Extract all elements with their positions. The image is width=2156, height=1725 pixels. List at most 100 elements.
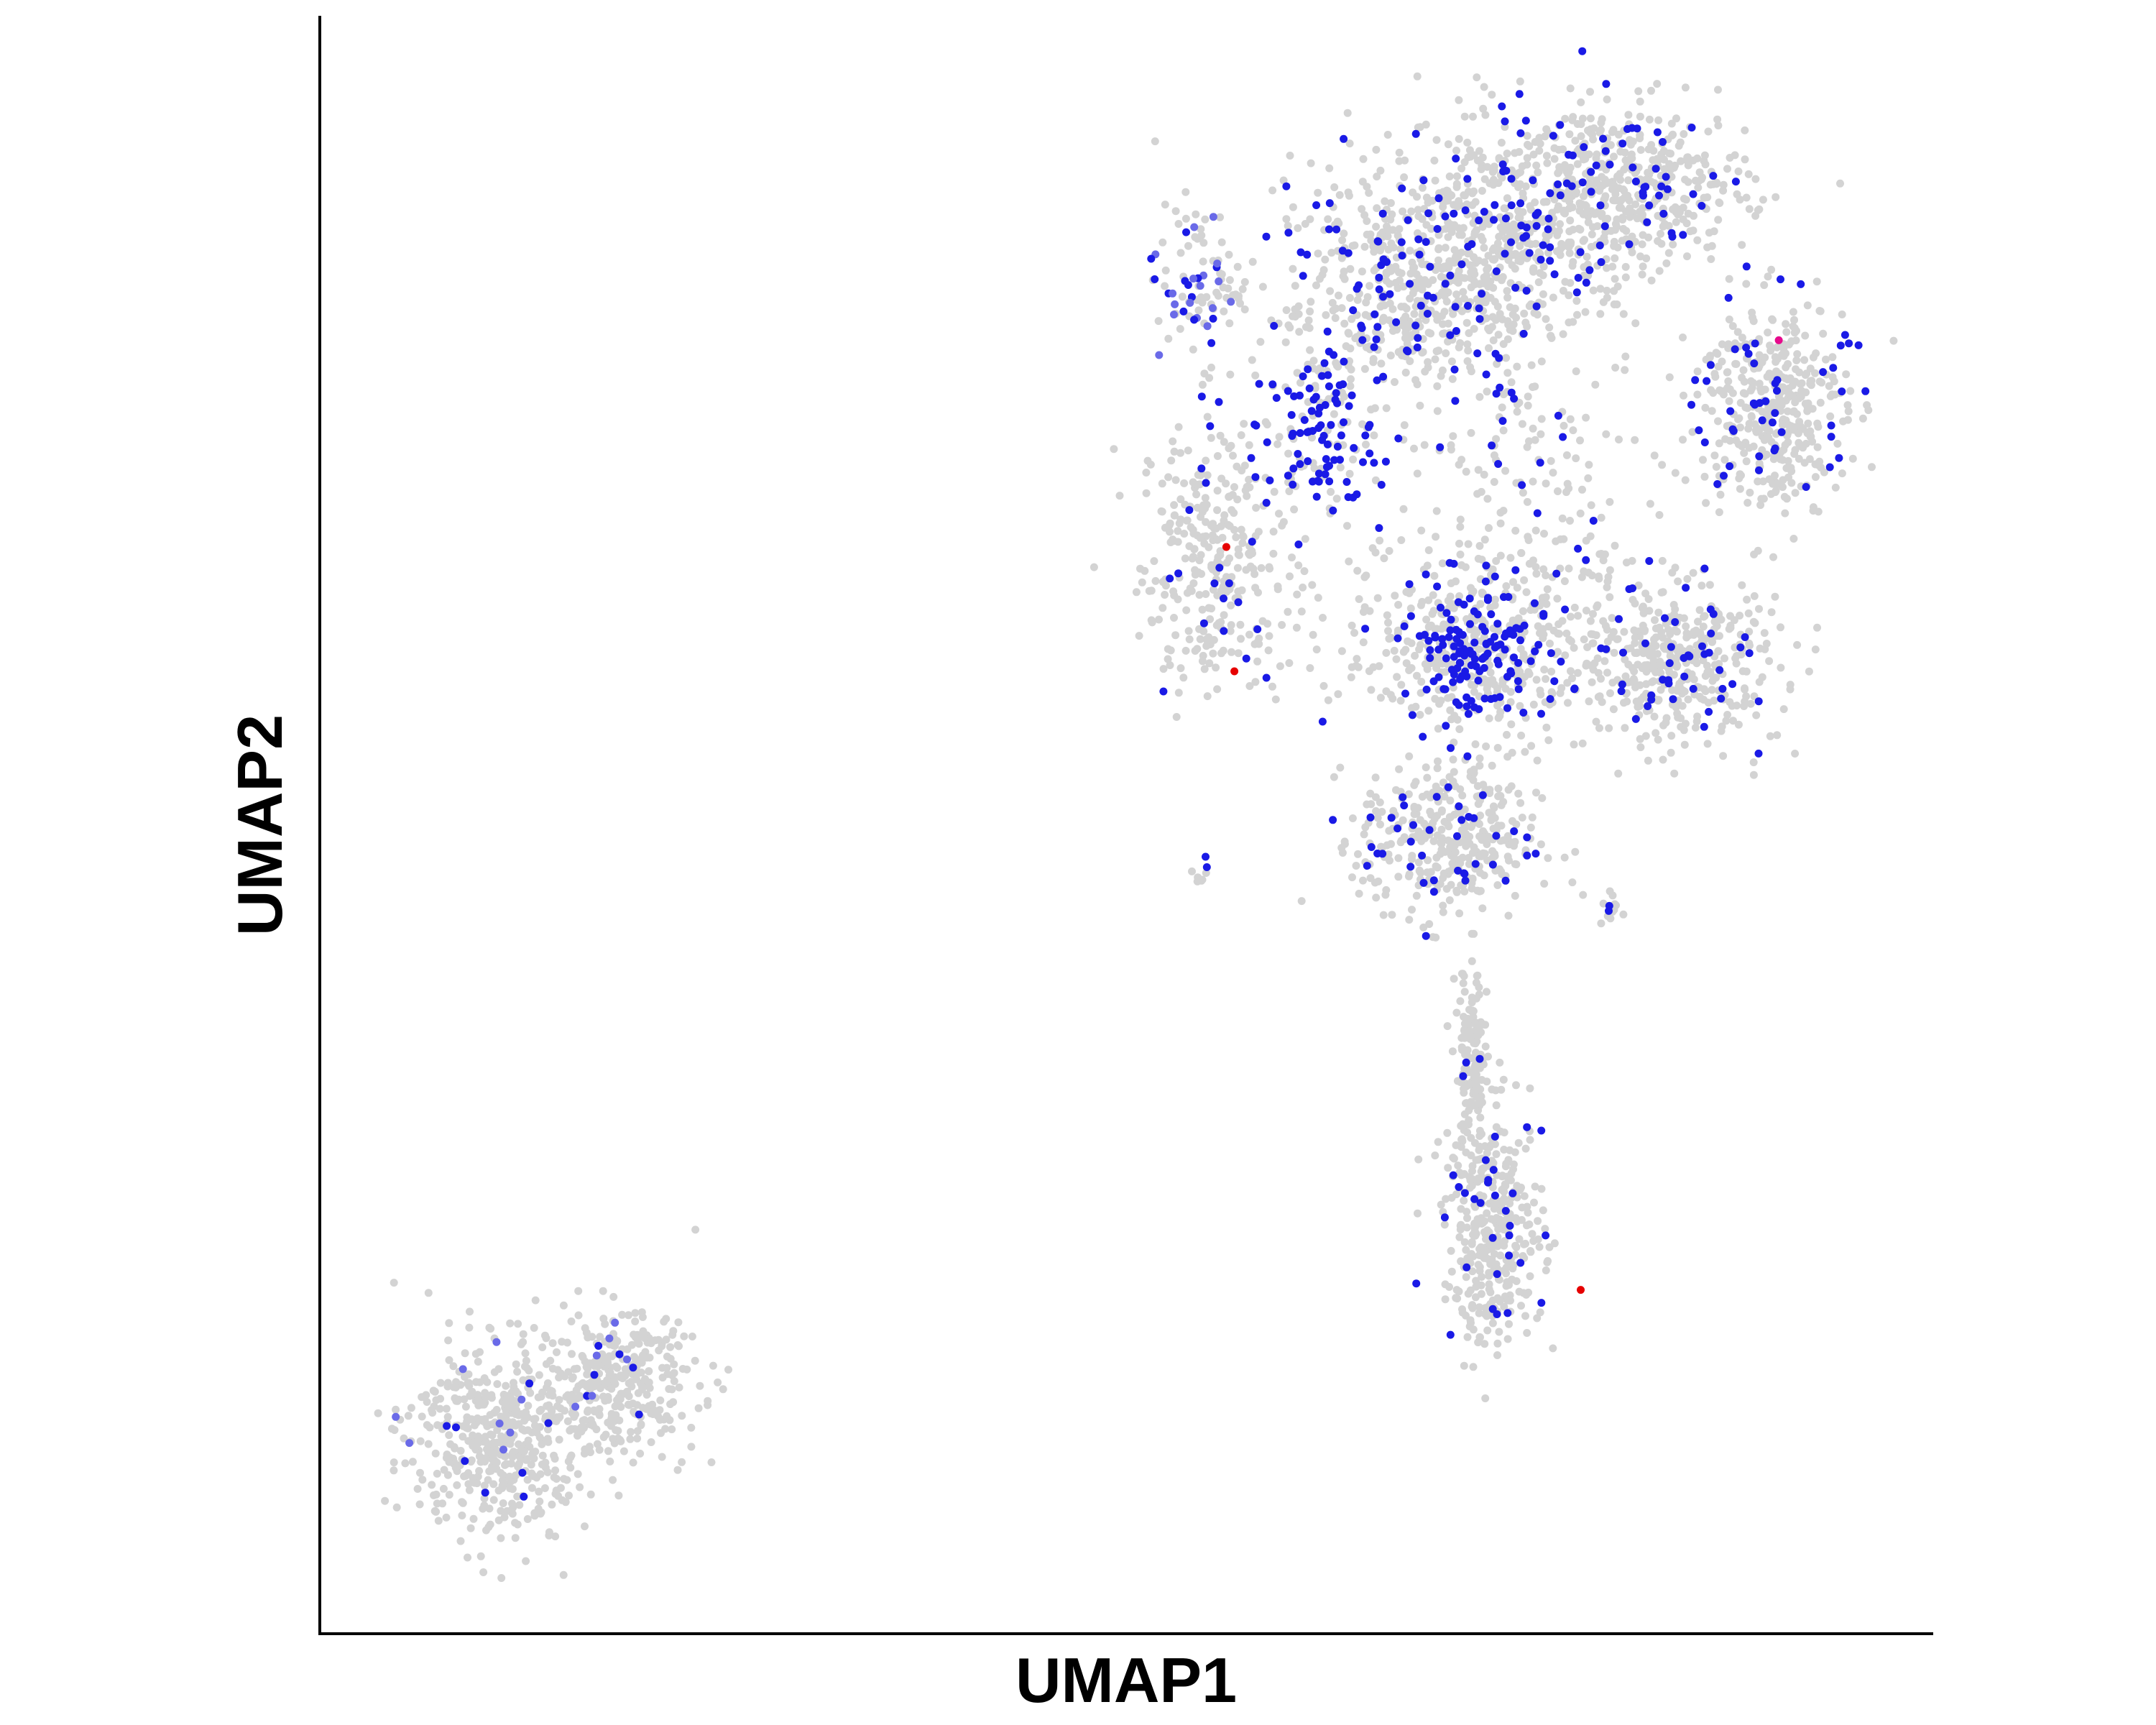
cell-point <box>1556 220 1564 229</box>
cell-point <box>1434 256 1442 264</box>
cell-point <box>1406 294 1414 303</box>
cell-point <box>1723 368 1731 377</box>
cell-point <box>1651 729 1660 737</box>
cell-point <box>1349 455 1358 464</box>
expressed-point <box>1418 851 1427 860</box>
cell-point <box>1324 215 1332 224</box>
cell-point <box>1394 873 1403 881</box>
cell-point <box>1324 696 1332 704</box>
cell-point <box>445 1431 453 1440</box>
cell-point <box>1348 814 1357 822</box>
cell-point <box>687 1423 696 1432</box>
cell-point <box>521 1349 530 1358</box>
cell-point <box>1278 521 1286 530</box>
cell-point <box>1233 262 1242 271</box>
cell-point <box>1574 668 1582 677</box>
cell-point <box>1430 156 1439 165</box>
cell-point <box>1590 124 1598 132</box>
cell-point <box>1187 586 1196 595</box>
cell-point <box>1456 515 1465 524</box>
cell-point <box>1816 398 1825 407</box>
cell-point <box>1437 1200 1445 1209</box>
cell-point <box>544 1425 552 1434</box>
cell-point <box>1782 349 1789 358</box>
cell-point <box>1660 165 1669 173</box>
cell-point <box>1413 72 1422 80</box>
cell-point <box>1281 338 1290 346</box>
cell-point <box>1554 629 1562 638</box>
cell-point <box>1220 438 1228 446</box>
cell-point <box>1537 840 1545 849</box>
cell-point <box>1526 606 1535 615</box>
cell-point <box>1580 567 1588 576</box>
cell-point <box>1309 630 1317 639</box>
cell-point <box>1561 209 1569 218</box>
expressed-point <box>1251 473 1260 482</box>
cell-point <box>1828 353 1837 362</box>
cell-point <box>1447 226 1456 234</box>
cell-point <box>512 1421 520 1430</box>
cell-point <box>1089 563 1098 571</box>
expressed-point <box>1602 80 1611 88</box>
cell-point <box>1702 355 1710 364</box>
cell-point <box>479 1568 488 1576</box>
cell-point <box>538 1460 546 1468</box>
cell-point <box>1528 1230 1537 1238</box>
cell-point <box>1439 901 1447 910</box>
cell-point <box>1650 451 1659 460</box>
cell-point <box>1480 258 1489 267</box>
cell-point <box>596 1384 604 1392</box>
cell-point <box>1330 410 1338 418</box>
cell-point <box>1772 193 1780 201</box>
cell-point <box>523 1515 532 1523</box>
expressed-point <box>1471 860 1480 868</box>
expressed-point <box>1481 577 1490 586</box>
cell-point <box>1358 205 1366 213</box>
expressed-point <box>1473 349 1482 358</box>
expressed-point <box>1480 208 1488 216</box>
cell-point <box>1457 164 1466 172</box>
expressed-point <box>1454 866 1462 875</box>
cell-point <box>1435 786 1444 795</box>
cell-point <box>1327 487 1335 496</box>
cell-point <box>1684 695 1692 704</box>
cell-point <box>1441 668 1450 676</box>
expressed-point <box>1825 463 1834 472</box>
cell-point <box>1589 286 1598 295</box>
cell-point <box>1586 532 1595 540</box>
cell-point <box>1202 518 1210 526</box>
cell-point <box>1561 114 1570 123</box>
cell-point <box>1584 126 1592 134</box>
cell-point <box>1621 273 1630 282</box>
cell-point <box>1539 625 1547 633</box>
cell-point <box>1399 505 1408 513</box>
cell-point <box>1678 702 1687 710</box>
cell-point <box>1473 295 1481 303</box>
cell-point <box>1789 308 1797 316</box>
cell-point <box>1519 489 1527 497</box>
cell-point <box>1669 240 1677 249</box>
cell-point <box>1609 196 1618 205</box>
cell-point <box>1374 877 1383 886</box>
cell-point <box>1743 499 1752 507</box>
cell-point <box>1838 469 1846 478</box>
cell-point <box>1738 442 1746 451</box>
cell-point <box>1377 842 1386 851</box>
expressed-point <box>1595 242 1604 249</box>
cell-point <box>1722 717 1731 725</box>
cell-point <box>1485 714 1493 722</box>
cell-point <box>638 1313 647 1321</box>
expressed-point <box>1592 161 1600 170</box>
expressed-point <box>1836 341 1845 350</box>
cell-point <box>1475 852 1483 860</box>
cell-point <box>1654 735 1662 744</box>
cell-point <box>1731 643 1739 652</box>
cell-point <box>1444 218 1452 226</box>
cell-point <box>1438 559 1447 568</box>
cell-point <box>1455 909 1464 918</box>
cell-point <box>1462 837 1471 846</box>
cell-point <box>1701 403 1710 412</box>
cell-point <box>1671 469 1680 477</box>
cell-point <box>1161 266 1170 275</box>
cell-point <box>552 1475 561 1483</box>
